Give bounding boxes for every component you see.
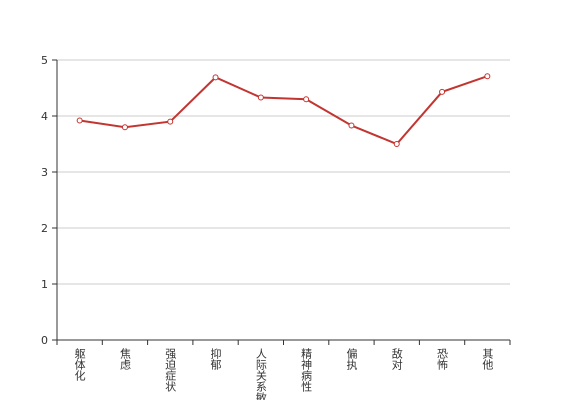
point <box>76 117 83 124</box>
x-tick-label: 抑郁 <box>209 347 222 370</box>
point <box>393 141 400 147</box>
y-tick-label: 1 <box>41 278 48 291</box>
x-tick-label: 其他 <box>481 348 494 370</box>
x-tick-label: 恐怖 <box>436 348 449 370</box>
y-tick-label: 4 <box>41 110 48 123</box>
y-tick-label: 0 <box>41 334 48 347</box>
point <box>257 94 264 101</box>
point <box>484 73 491 80</box>
y-tick-label: 2 <box>41 222 48 235</box>
x-tick-label: 强迫症状 <box>164 348 177 392</box>
point <box>348 122 355 129</box>
line <box>79 75 488 146</box>
point <box>212 74 219 81</box>
x-tick-label: 敌对 <box>390 347 403 370</box>
x-tick-label: 精神病性 <box>300 348 313 393</box>
x-tick-label: 躯体化 <box>73 348 86 382</box>
point <box>121 124 128 131</box>
point <box>167 118 174 125</box>
y-tick-label: 5 <box>41 54 48 67</box>
y-tick-label: 3 <box>41 166 48 179</box>
x-tick-label: 偏执 <box>345 347 358 371</box>
point <box>439 88 446 95</box>
point <box>303 96 310 103</box>
x-tick-label: 焦虑 <box>118 348 131 370</box>
x-tick-label: 人际关系敏感 <box>254 348 267 400</box>
